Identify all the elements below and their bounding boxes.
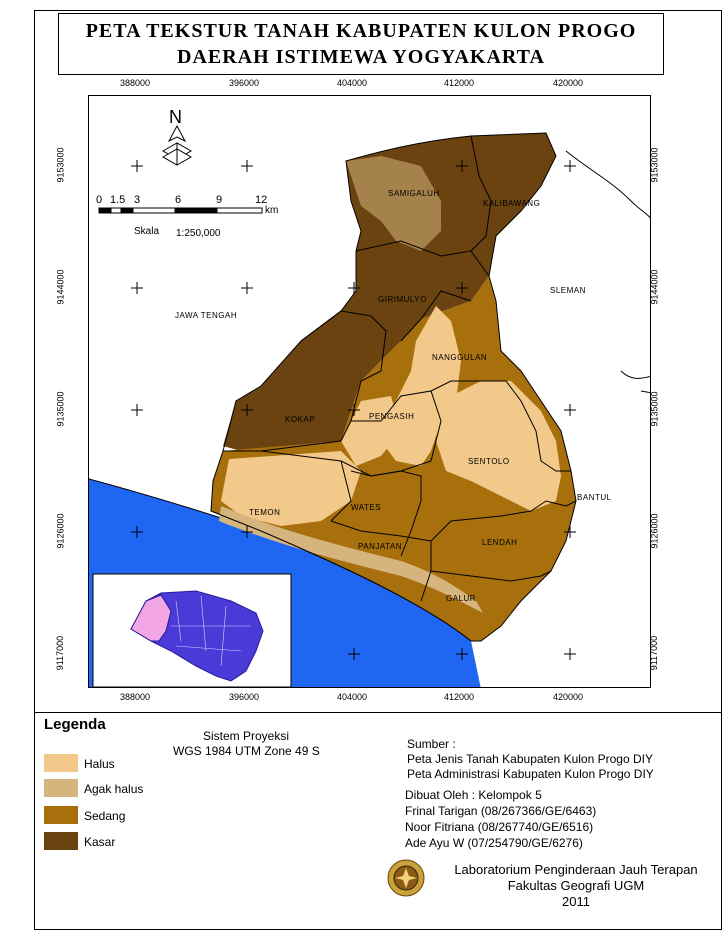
map-svg: N	[89, 107, 650, 687]
soil-halus-nanggulan	[381, 306, 461, 466]
x-tick-bottom: 388000	[120, 692, 151, 702]
district-label: LENDAH	[482, 538, 518, 547]
scale-tick: 9	[216, 194, 223, 206]
map-canvas[interactable]: N	[88, 95, 651, 688]
legend-swatch-halus	[44, 754, 78, 772]
scale-unit: km	[265, 205, 279, 216]
soil-kasar	[223, 133, 556, 451]
district-label: PENGASIH	[369, 412, 415, 421]
district-label: GIRIMULYO	[378, 295, 427, 304]
scale-ratio: 1:250,000	[176, 228, 221, 239]
legend-swatch-sedang	[44, 806, 78, 824]
y-tick-right: 9144000	[649, 269, 660, 305]
credits-title: Dibuat Oleh : Kelompok 5	[405, 788, 542, 802]
x-tick-top: 420000	[553, 78, 584, 88]
x-tick-top: 412000	[444, 78, 475, 88]
scale-tick: 3	[134, 194, 141, 206]
grid-crosses	[131, 160, 576, 660]
district-label: GALUR	[446, 594, 477, 603]
soil-halus-pengasih	[341, 396, 401, 466]
boundary-samigaluh-girimulyo	[355, 240, 490, 277]
boundary-panjatan	[330, 520, 432, 602]
y-tick-left: 9126000	[55, 513, 66, 549]
boundary-temon	[223, 450, 352, 522]
boundary-samigaluh-kalibawang	[470, 135, 492, 252]
y-tick-left: 9153000	[55, 147, 66, 183]
institution-year: 2011	[562, 894, 590, 909]
region-label-sleman: SLEMAN	[550, 286, 586, 295]
title-line-2: DAERAH ISTIMEWA YOGYAKARTA	[177, 46, 545, 68]
x-tick-bottom: 396000	[229, 692, 260, 702]
y-tick-right: 9153000	[649, 147, 660, 183]
region-label-bantul: BANTUL	[577, 493, 612, 502]
soil-sedang	[211, 276, 576, 641]
inset-kulonprogo	[130, 594, 172, 642]
district-label: SAMIGALUH	[388, 189, 440, 198]
boundary-kokap	[260, 310, 387, 452]
credit-member: Ade Ayu W (07/254790/GE/6276)	[405, 836, 583, 850]
district-label: KALIBAWANG	[483, 199, 541, 208]
x-tick-bottom: 412000	[444, 692, 475, 702]
legend-label: Kasar	[84, 835, 116, 849]
x-tick-top: 396000	[229, 78, 260, 88]
north-arrow-icon: N	[161, 107, 193, 166]
district-label: WATES	[351, 503, 382, 512]
soil-halus-samigaluh	[346, 156, 441, 251]
institution-line-2: Fakultas Geografi UGM	[507, 878, 645, 893]
region-label-jawa-tengah: JAWA TENGAH	[175, 311, 238, 320]
projection-value: WGS 1984 UTM Zone 49 S	[173, 744, 320, 758]
soil-agak-halus-coast	[219, 506, 483, 613]
source-line: Peta Jenis Tanah Kabupaten Kulon Progo D…	[407, 752, 653, 766]
boundary-girimulyo-nanggulan	[400, 290, 472, 342]
boundary-wates	[340, 460, 422, 557]
legend-label: Halus	[84, 757, 115, 771]
y-tick-right: 9126000	[649, 513, 660, 549]
boundary-sentolo	[430, 380, 571, 472]
x-tick-bottom: 404000	[337, 692, 368, 702]
credit-member: Noor Fitriana (08/267740/GE/6516)	[405, 820, 594, 834]
y-tick-right: 9135000	[649, 391, 660, 427]
projection-title: Sistem Proyeksi	[203, 729, 290, 743]
district-label: NANGGULAN	[432, 353, 488, 362]
scale-bar	[98, 207, 263, 214]
legend-label: Agak halus	[84, 782, 144, 796]
district-label: SENTOLO	[468, 457, 510, 466]
north-label: N	[169, 107, 182, 127]
source-line: Peta Administrasi Kabupaten Kulon Progo …	[407, 767, 654, 781]
district-label: KOKAP	[285, 415, 316, 424]
legend-swatch-kasar	[44, 832, 78, 850]
sources-title: Sumber :	[407, 737, 456, 751]
scale-tick: 12	[255, 194, 268, 206]
x-tick-bottom: 420000	[553, 692, 584, 702]
y-tick-left: 9135000	[55, 391, 66, 427]
map-frame	[34, 10, 722, 930]
y-tick-left: 9117000	[55, 635, 66, 671]
bantul-boundary	[620, 370, 650, 394]
map-title: PETA TEKSTUR TANAH KABUPATEN KULON PROGO…	[58, 13, 664, 75]
credit-member: Frinal Tarigan (08/267366/GE/6463)	[405, 804, 597, 818]
y-tick-left: 9144000	[55, 269, 66, 305]
institution-line-1: Laboratorium Penginderaan Jauh Terapan	[454, 862, 698, 877]
x-tick-top: 388000	[120, 78, 151, 88]
x-tick-top: 404000	[337, 78, 368, 88]
sleman-boundary	[565, 150, 650, 219]
legend-label: Sedang	[84, 809, 126, 823]
legend-swatch-agak-halus	[44, 779, 78, 797]
legend-panel	[34, 712, 722, 931]
scale-tick: 1.5	[110, 194, 126, 206]
inset-map	[92, 573, 292, 687]
legend-title: Legenda	[44, 716, 106, 733]
scale-label: Skala	[134, 226, 160, 237]
boundary-county	[210, 132, 577, 642]
soil-halus-temon	[221, 451, 361, 526]
ugm-seal-icon	[387, 859, 425, 897]
boundary-lendah	[430, 500, 577, 542]
scale-tick: 0	[96, 194, 103, 206]
boundary-galur	[430, 570, 552, 582]
district-label: PANJATAN	[358, 542, 403, 551]
district-label: TEMON	[249, 508, 281, 517]
soil-halus-sentolo	[436, 381, 561, 511]
scale-tick: 6	[175, 194, 182, 206]
title-line-1: PETA TEKSTUR TANAH KABUPATEN KULON PROGO	[85, 20, 637, 42]
